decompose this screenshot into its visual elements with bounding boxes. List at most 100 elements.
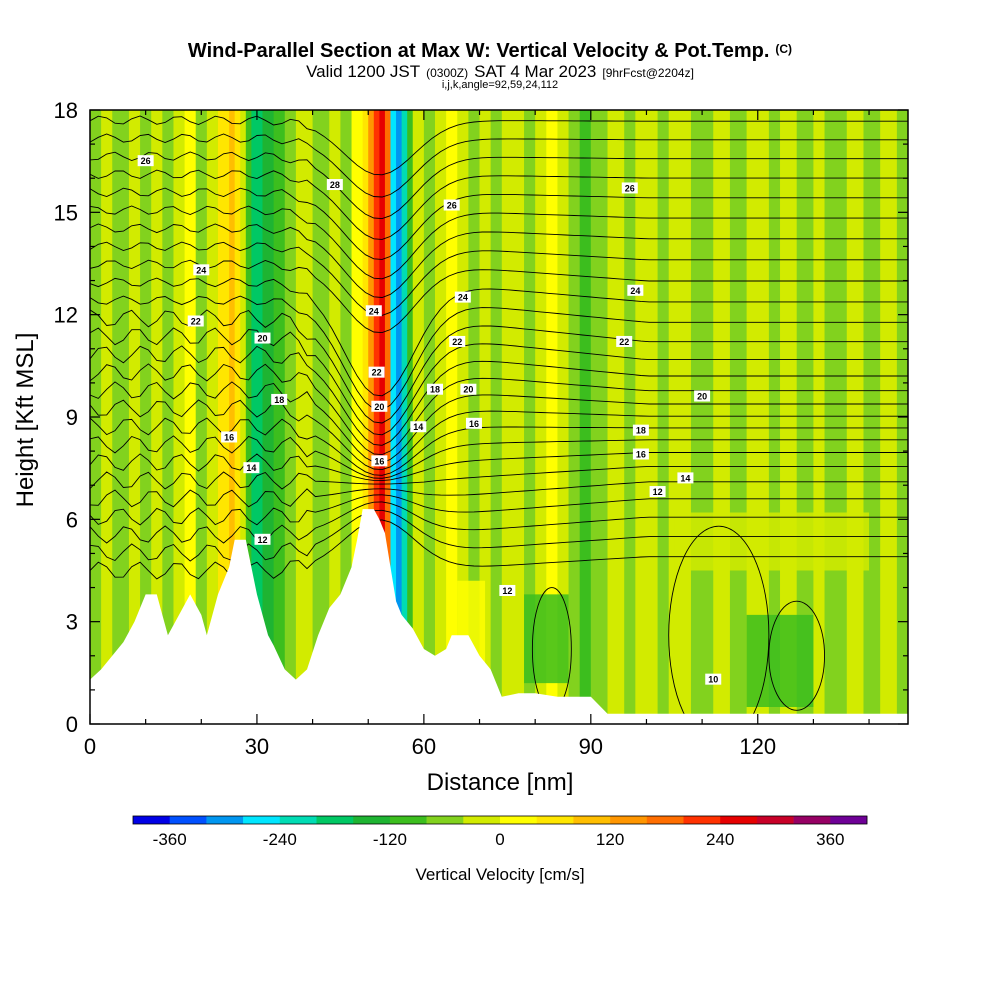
contour-label: 18 xyxy=(271,393,288,405)
colorbar-tick-label: -120 xyxy=(373,830,407,849)
contour-label-text: 14 xyxy=(246,463,256,473)
velocity-band xyxy=(373,110,380,724)
velocity-band xyxy=(768,110,781,724)
colorbar-swatch xyxy=(830,816,868,824)
theta-contour xyxy=(90,435,908,479)
theta-contour-labels: 26 28 26 26 24 24 24 24 22 20 22 22 22 18 20 18 20 20 16 14… xyxy=(137,155,722,685)
velocity-band xyxy=(273,110,286,724)
y-tick-label: 12 xyxy=(54,303,78,328)
contour-label-text: 18 xyxy=(430,385,440,395)
colorbar-swatch xyxy=(279,816,317,824)
velocity-band xyxy=(824,110,848,724)
velocity-band xyxy=(535,110,547,724)
contour-label-text: 18 xyxy=(636,426,646,436)
velocity-band xyxy=(206,110,219,724)
contour-label: 24 xyxy=(627,284,644,296)
velocity-band xyxy=(173,110,186,724)
contour-label: 20 xyxy=(371,400,388,412)
contour-label-text: 22 xyxy=(372,368,382,378)
theta-contour xyxy=(90,399,908,471)
colorbar-swatch xyxy=(610,816,648,824)
velocity-band xyxy=(379,110,386,724)
contour-label-bg xyxy=(254,332,271,344)
contour-label: 18 xyxy=(427,383,444,395)
colorbar: -360 -240 -120 0 120 240 360 xyxy=(132,815,868,849)
velocity-band xyxy=(329,110,341,724)
velocity-band xyxy=(635,110,659,724)
chart-subtitle: Valid 1200 JST (0300Z) SAT 4 Mar 2023 [9hrF… xyxy=(306,62,694,81)
velocity-band xyxy=(240,110,247,724)
theta-contour xyxy=(90,327,908,436)
theta-contour xyxy=(90,223,908,298)
contour-label: 28 xyxy=(326,179,343,191)
contour-label: 20 xyxy=(694,390,711,402)
x-tick-label: 30 xyxy=(245,734,269,759)
theta-contour xyxy=(90,481,908,508)
velocity-band xyxy=(284,110,297,724)
colorbar-swatch xyxy=(206,816,244,824)
velocity-band xyxy=(590,110,609,724)
chart-subtitle-indices: i,j,k,angle=92,59,24,112 xyxy=(442,79,558,91)
colorbar-swatch xyxy=(243,816,281,824)
velocity-band xyxy=(262,110,275,724)
contour-label-text: 20 xyxy=(463,385,473,395)
contour-label-bg xyxy=(193,264,210,276)
colorbar-swatch xyxy=(316,816,354,824)
terrain xyxy=(90,509,908,724)
contour-label-text: 12 xyxy=(257,535,267,545)
contour-label-bg xyxy=(371,455,388,467)
colorbar-swatch xyxy=(389,816,427,824)
colorbar-swatch xyxy=(756,816,794,824)
contour-label-text: 16 xyxy=(224,432,234,442)
contour-label-bg xyxy=(243,462,260,474)
velocity-band xyxy=(128,110,141,724)
contour-label: 16 xyxy=(221,431,238,443)
contour-label-text: 14 xyxy=(680,473,690,483)
x-axis: 0 30 60 90 120 xyxy=(84,110,870,759)
contour-label-bg xyxy=(410,421,427,433)
x-tick-label: 90 xyxy=(579,734,603,759)
velocity-band xyxy=(390,110,397,724)
velocity-band xyxy=(713,110,731,724)
velocity-band xyxy=(401,110,408,724)
contour-label-bg xyxy=(621,182,638,194)
velocity-band xyxy=(479,110,492,724)
velocity-band xyxy=(524,110,536,724)
contour-label-text: 20 xyxy=(374,402,384,412)
contour-label-text: 28 xyxy=(330,180,340,190)
velocity-band xyxy=(624,110,636,724)
contour-label-bg xyxy=(254,533,271,545)
velocity-band xyxy=(368,110,375,724)
velocity-band xyxy=(435,110,447,724)
contour-label: 16 xyxy=(371,455,388,467)
contour-label: 22 xyxy=(449,335,466,347)
contour-label-bg xyxy=(271,393,288,405)
velocity-band xyxy=(863,110,881,724)
y-tick-label: 0 xyxy=(66,712,78,737)
x-tick-label: 0 xyxy=(84,734,96,759)
contour-label-bg xyxy=(427,383,444,395)
velocity-band xyxy=(195,110,208,724)
contour-label-bg xyxy=(632,448,649,460)
theta-contour xyxy=(90,494,908,526)
contour-label: 26 xyxy=(621,182,638,194)
theta-contour xyxy=(90,187,908,260)
colorbar-tick-label: 360 xyxy=(816,830,844,849)
y-tick-label: 6 xyxy=(66,507,78,532)
colorbar-swatch xyxy=(536,816,574,824)
contour-label-bg xyxy=(460,383,477,395)
theta-contour-loop xyxy=(668,525,770,724)
theta-contour xyxy=(90,151,908,220)
y-tick-label: 18 xyxy=(54,98,78,123)
contour-label: 22 xyxy=(187,315,204,327)
contour-label-bg xyxy=(499,584,516,596)
theta-contour xyxy=(90,115,908,176)
velocity-band xyxy=(396,110,403,724)
velocity-band xyxy=(229,110,236,724)
theta-contour xyxy=(90,133,908,198)
theta-contour xyxy=(90,259,908,334)
contour-label-bg xyxy=(365,305,382,317)
velocity-band xyxy=(184,110,197,724)
x-tick-label: 60 xyxy=(412,734,436,759)
contour-label-bg xyxy=(449,335,466,347)
